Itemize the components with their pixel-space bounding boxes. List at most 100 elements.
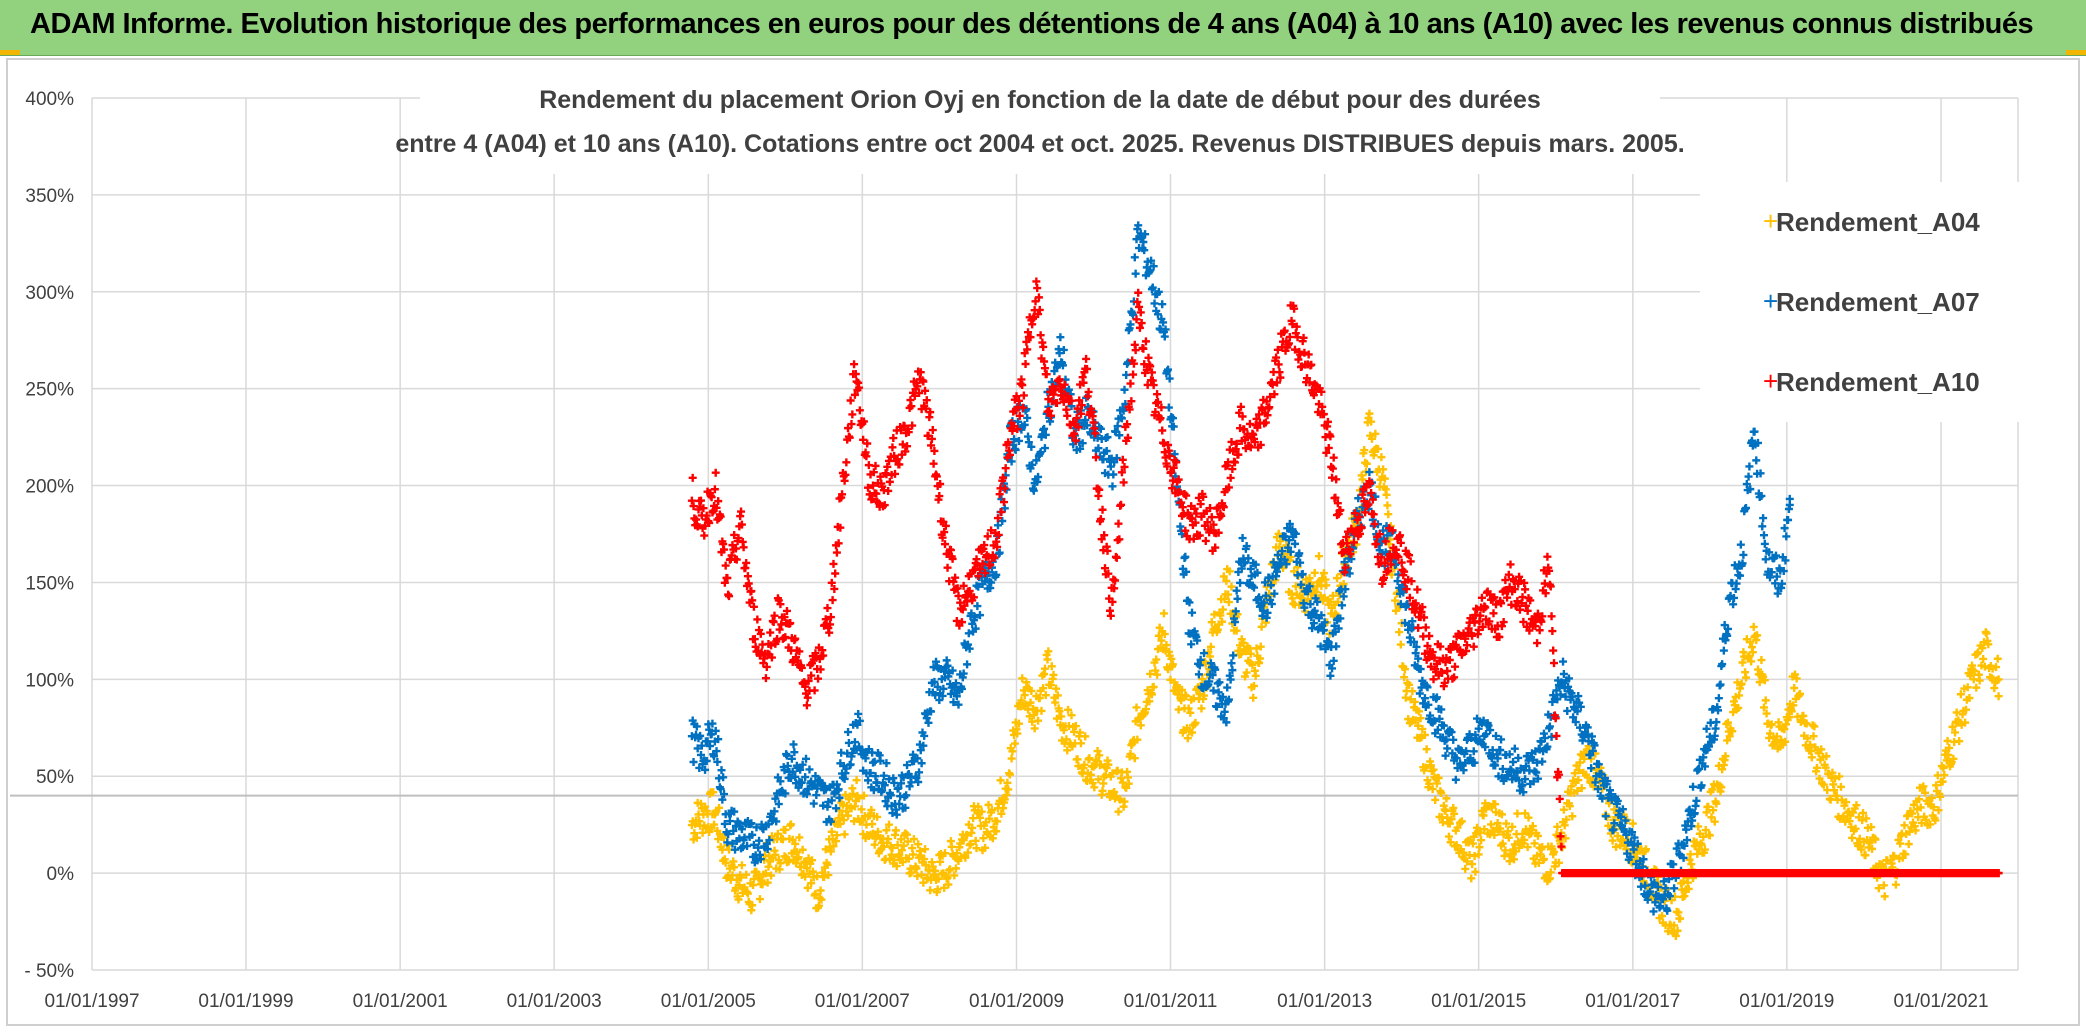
data-point (850, 360, 859, 369)
data-point (719, 773, 728, 782)
data-point (710, 820, 719, 829)
data-point (1384, 510, 1393, 519)
data-point (782, 751, 791, 760)
data-point (1565, 802, 1574, 811)
data-point (1815, 774, 1824, 783)
data-point (1521, 585, 1530, 594)
data-point (1112, 553, 1121, 562)
data-point (1177, 696, 1186, 705)
data-point (1510, 744, 1519, 753)
data-point (1759, 703, 1768, 712)
data-point (1145, 697, 1154, 706)
data-point (959, 836, 968, 845)
corner-accent-right (2066, 50, 2086, 55)
data-point (897, 779, 906, 788)
data-point (1900, 821, 1909, 830)
data-point (1141, 705, 1150, 714)
data-point (1501, 846, 1510, 855)
data-point (1852, 801, 1861, 810)
data-point (1371, 429, 1380, 438)
data-point (1405, 680, 1414, 689)
data-point (1154, 631, 1163, 640)
data-point (771, 850, 780, 859)
data-point (743, 842, 752, 851)
data-point (1090, 783, 1099, 792)
data-point (919, 878, 928, 887)
data-point (1760, 676, 1769, 685)
data-point (1201, 536, 1210, 545)
y-tick-label: 0% (47, 864, 75, 885)
data-point (1502, 819, 1511, 828)
data-point (702, 756, 711, 765)
data-point (895, 799, 904, 808)
data-point (1401, 693, 1410, 702)
data-point (903, 761, 912, 770)
data-point (1377, 453, 1386, 462)
data-point (1474, 850, 1483, 859)
data-point (787, 774, 796, 783)
data-point (770, 807, 779, 816)
data-point (1133, 735, 1142, 744)
data-point (1232, 626, 1241, 635)
data-point (810, 686, 819, 695)
data-point (1147, 690, 1156, 699)
data-point (718, 795, 727, 804)
data-point (1421, 623, 1430, 632)
data-point (854, 709, 863, 718)
data-point (1303, 595, 1312, 604)
data-point (1159, 609, 1168, 618)
data-point (1046, 680, 1055, 689)
data-point (1136, 721, 1145, 730)
data-point (1000, 795, 1009, 804)
data-point (1158, 300, 1167, 309)
data-point (1226, 473, 1235, 482)
data-point (1168, 660, 1177, 669)
data-point (933, 682, 942, 691)
data-point (1520, 835, 1529, 844)
data-point (748, 830, 757, 839)
data-point (1807, 753, 1816, 762)
data-point (1080, 760, 1089, 769)
data-point (1447, 815, 1456, 824)
data-point (1362, 459, 1371, 468)
data-point (731, 845, 740, 854)
data-point (1553, 822, 1562, 831)
data-point (1701, 826, 1710, 835)
data-point (716, 784, 725, 793)
data-point (1197, 704, 1206, 713)
data-point (1719, 646, 1728, 655)
data-point (1206, 652, 1215, 661)
data-point (921, 861, 930, 870)
data-point (813, 784, 822, 793)
data-point (801, 872, 810, 881)
data-point (1218, 617, 1227, 626)
data-point (1993, 654, 2002, 663)
data-point (725, 592, 734, 601)
data-point (1195, 690, 1204, 699)
data-point (905, 782, 914, 791)
data-point (728, 871, 737, 880)
data-point (1523, 843, 1532, 852)
data-point (1871, 835, 1880, 844)
x-tick-label: 01/01/2001 (353, 991, 448, 1012)
data-point (788, 835, 797, 844)
data-point (916, 746, 925, 755)
data-point (1150, 299, 1159, 308)
data-point (1166, 675, 1175, 684)
data-point (1547, 612, 1556, 621)
data-point (794, 853, 803, 862)
data-point (1741, 673, 1750, 682)
data-point (1434, 774, 1443, 783)
data-point (814, 674, 823, 683)
data-point (846, 396, 855, 405)
data-point (1153, 670, 1162, 679)
data-point (1120, 797, 1129, 806)
data-point (1431, 795, 1440, 804)
data-point (1700, 845, 1709, 854)
data-point (936, 857, 945, 866)
data-point (1518, 829, 1527, 838)
data-point (1549, 646, 1558, 655)
data-point (1879, 881, 1888, 890)
data-point (1480, 825, 1489, 834)
